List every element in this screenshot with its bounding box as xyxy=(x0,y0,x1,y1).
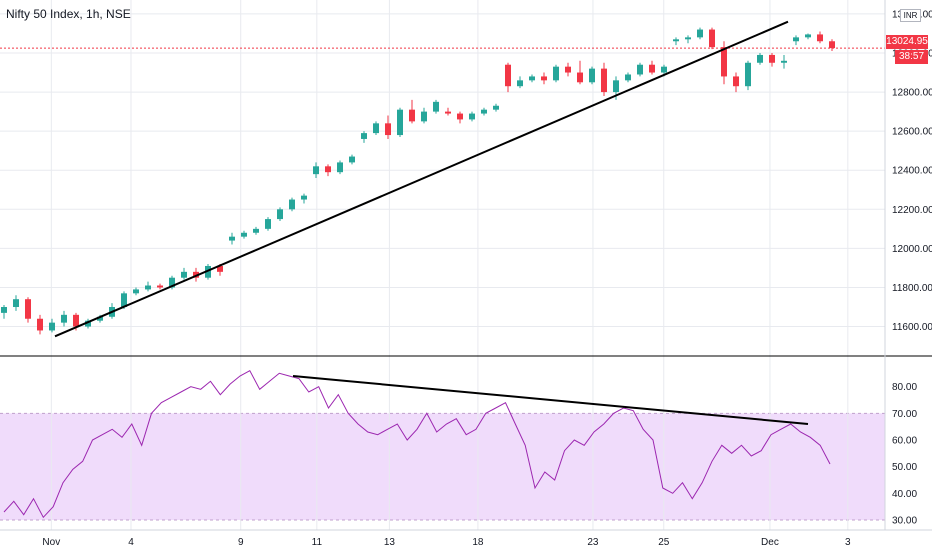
candle xyxy=(265,217,271,231)
candle xyxy=(565,62,571,77)
candle xyxy=(445,107,451,116)
rsi-line xyxy=(3,370,831,519)
candle xyxy=(289,197,295,212)
time-tick-label: 3 xyxy=(845,537,851,548)
candle xyxy=(697,27,703,40)
time-tick-label: Nov xyxy=(42,537,60,548)
candle xyxy=(229,232,235,245)
time-tick-label: Dec xyxy=(761,537,779,548)
candle xyxy=(373,121,379,136)
candle xyxy=(397,107,403,138)
rsi-axis: 30.00 40.00 50.00 60.00 70.00 80.00 xyxy=(892,382,917,526)
candle xyxy=(433,99,439,114)
candle xyxy=(757,52,763,65)
candle xyxy=(1,305,7,319)
candle xyxy=(505,62,511,93)
candle xyxy=(421,107,427,124)
price-tick-label: 12800.00 xyxy=(892,88,932,99)
candle xyxy=(157,283,163,290)
candle xyxy=(385,115,391,139)
time-tick-label: 4 xyxy=(128,537,134,548)
rsi-trendline xyxy=(292,375,809,425)
currency-label[interactable]: INR xyxy=(900,9,921,22)
rsi-tick-label: 60.00 xyxy=(892,436,917,447)
candle xyxy=(493,103,499,112)
candle xyxy=(325,164,331,177)
candle xyxy=(769,52,775,67)
time-tick-label: 11 xyxy=(312,537,323,548)
candle xyxy=(85,318,91,329)
candle xyxy=(181,267,187,280)
countdown-badge: 38:57 xyxy=(895,50,928,64)
price-trendline xyxy=(54,20,789,338)
candle xyxy=(601,62,607,96)
time-axis: Nov 4 9 11 13 18 23 25 Dec 3 xyxy=(42,537,851,548)
candle xyxy=(817,31,823,44)
candle xyxy=(517,76,523,89)
candle xyxy=(733,72,739,93)
candle xyxy=(625,72,631,83)
price-tick-label: 12200.00 xyxy=(892,205,932,216)
price-tick-label: 12000.00 xyxy=(892,244,932,255)
candle xyxy=(241,230,247,239)
candle xyxy=(457,111,463,124)
rsi-tick-label: 50.00 xyxy=(892,462,917,473)
rsi-band xyxy=(0,413,885,520)
candle xyxy=(649,60,655,75)
rsi-tick-label: 80.00 xyxy=(892,382,917,393)
candle xyxy=(481,107,487,116)
candle xyxy=(673,37,679,46)
candle xyxy=(61,310,67,327)
candle xyxy=(829,39,835,52)
candle xyxy=(577,60,583,85)
candle xyxy=(205,264,211,280)
candle xyxy=(685,35,691,44)
candle xyxy=(793,35,799,46)
candle xyxy=(301,193,307,204)
time-tick-label: 25 xyxy=(658,537,670,548)
candle xyxy=(145,281,151,292)
candle xyxy=(349,154,355,165)
candle xyxy=(469,111,475,122)
price-tick-label: 11800.00 xyxy=(892,283,932,294)
rsi-tick-label: 40.00 xyxy=(892,489,917,500)
candle xyxy=(337,160,343,175)
candle xyxy=(253,226,259,235)
time-tick-label: 9 xyxy=(238,537,244,548)
candle xyxy=(589,66,595,85)
candle xyxy=(805,33,811,40)
candle xyxy=(277,207,283,222)
candle xyxy=(745,60,751,91)
candle xyxy=(133,287,139,296)
time-tick-label: 23 xyxy=(587,537,599,548)
candle xyxy=(313,162,319,179)
candle xyxy=(37,314,43,335)
rsi-tick-label: 30.00 xyxy=(892,516,917,527)
candle xyxy=(13,295,19,311)
rsi-tick-label: 70.00 xyxy=(892,409,917,420)
candle xyxy=(541,72,547,85)
price-tick-label: 11600.00 xyxy=(892,322,932,333)
candle xyxy=(25,297,31,323)
candle xyxy=(553,64,559,83)
price-tick-label: 12600.00 xyxy=(892,127,932,138)
candle xyxy=(781,54,787,69)
chart-title: Nifty 50 Index, 1h, NSE xyxy=(6,7,131,21)
candle xyxy=(49,318,55,333)
candle xyxy=(529,74,535,83)
last-price-badge: 13024.95 xyxy=(886,35,928,49)
candle xyxy=(409,99,415,124)
price-tick-label: 12400.00 xyxy=(892,166,932,177)
candle xyxy=(709,27,715,50)
time-tick-label: 18 xyxy=(472,537,484,548)
candle xyxy=(361,131,367,143)
candle xyxy=(637,62,643,77)
time-tick-label: 13 xyxy=(384,537,396,548)
